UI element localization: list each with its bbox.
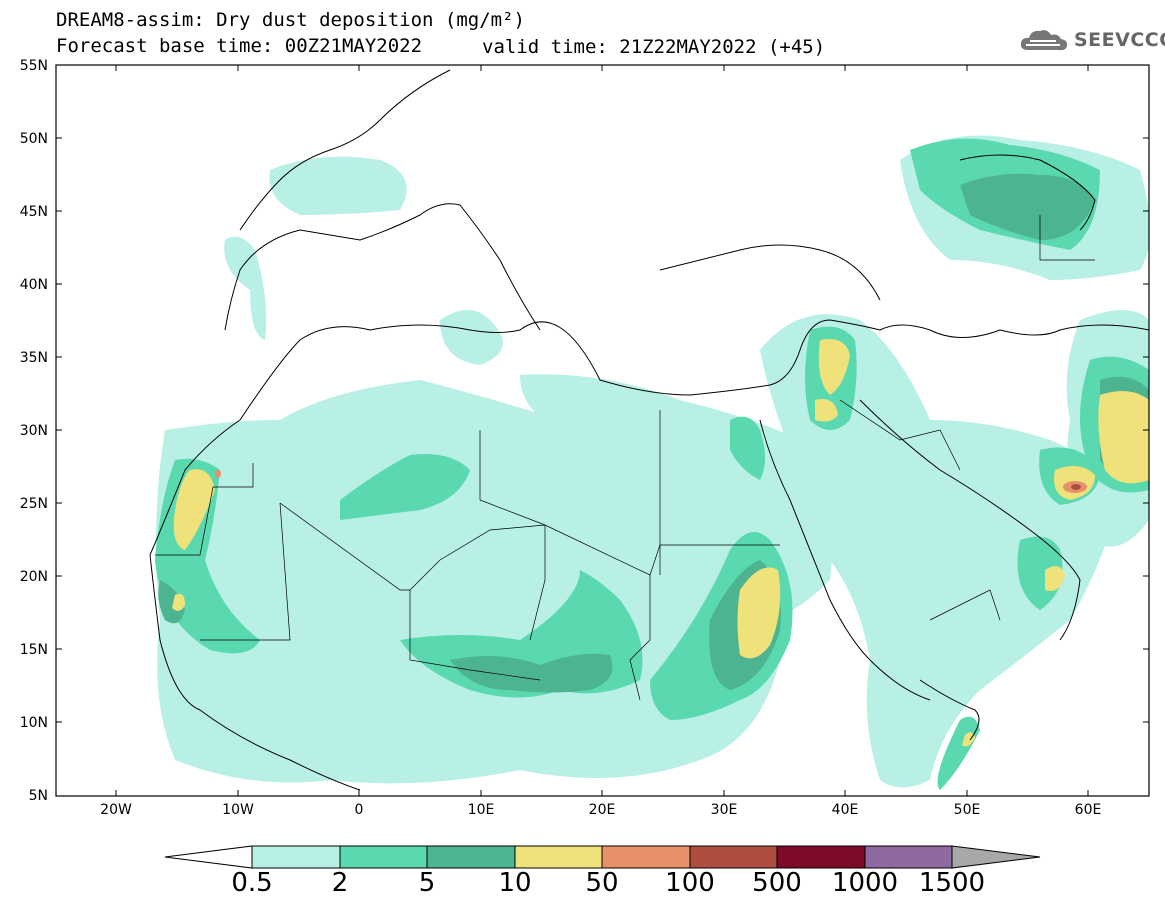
map-title: DREAM8-assim: Dry dust deposition (mg/m²…: [56, 9, 525, 31]
coastlines: [149, 69, 1149, 791]
colorbar-label: 50: [585, 868, 619, 898]
lon-label: 50E: [954, 802, 981, 818]
latitude-axis: 55N 50N 45N 40N 35N 30N 25N 20N 15N 10N …: [20, 58, 1149, 804]
colorbar-label: 100: [665, 868, 715, 898]
longitude-axis: 20W 10W 0 10E 20E 30E 40E 50E 60E: [100, 65, 1101, 818]
lon-label: 20W: [100, 802, 132, 818]
logo-text: SEEVCCC: [1074, 29, 1165, 51]
level-10: [172, 339, 1149, 747]
colorbar-swatch: [864, 845, 953, 869]
lat-label: 35N: [20, 350, 48, 366]
colorbar-swatch: [601, 845, 691, 869]
colorbar-swatch: [776, 845, 866, 869]
lon-label: 10W: [222, 802, 254, 818]
deposition-field: [155, 135, 1149, 790]
colorbar-swatch: [339, 845, 428, 869]
colorbar-label: 10: [498, 868, 532, 898]
forecast-base-time: Forecast base time: 00Z21MAY2022: [56, 35, 423, 57]
cloud-icon: [1020, 30, 1068, 51]
lon-label: 30E: [711, 802, 738, 818]
lon-label: 40E: [832, 802, 859, 818]
borders: [155, 215, 1095, 701]
colorbar-label: 2: [331, 868, 349, 898]
lat-label: 25N: [20, 496, 48, 512]
colorbar-label: 500: [752, 868, 802, 898]
colorbar-label: 1500: [918, 868, 986, 898]
seevccc-logo: SEEVCCC: [1018, 26, 1165, 54]
colorbar-high-arrow: [951, 845, 1041, 869]
lon-label: 0: [355, 802, 364, 818]
colorbar-swatch: [426, 845, 516, 869]
lat-label: 50N: [20, 131, 48, 147]
lat-label: 55N: [20, 58, 48, 74]
lon-label: 20E: [589, 802, 616, 818]
lat-label: 10N: [20, 715, 48, 731]
lat-label: 15N: [20, 642, 48, 658]
colorbar-swatch: [514, 845, 603, 869]
colorbar: [164, 845, 1041, 869]
lon-label: 60E: [1075, 802, 1102, 818]
valid-time: valid time: 21Z22MAY2022 (+45): [482, 36, 826, 58]
lat-label: 20N: [20, 569, 48, 585]
colorbar-label: 5: [418, 868, 436, 898]
colorbar-swatch: [251, 845, 341, 869]
colorbar-label: 0.5: [231, 868, 273, 898]
colorbar-low-arrow: [164, 845, 253, 869]
lat-label: 40N: [20, 277, 48, 293]
colorbar-label: 1000: [831, 868, 899, 898]
lat-label: 5N: [29, 788, 48, 804]
lat-label: 30N: [20, 423, 48, 439]
level-100: [1071, 484, 1081, 490]
lon-label: 10E: [468, 802, 495, 818]
lat-label: 45N: [20, 204, 48, 220]
colorbar-swatch: [689, 845, 778, 869]
